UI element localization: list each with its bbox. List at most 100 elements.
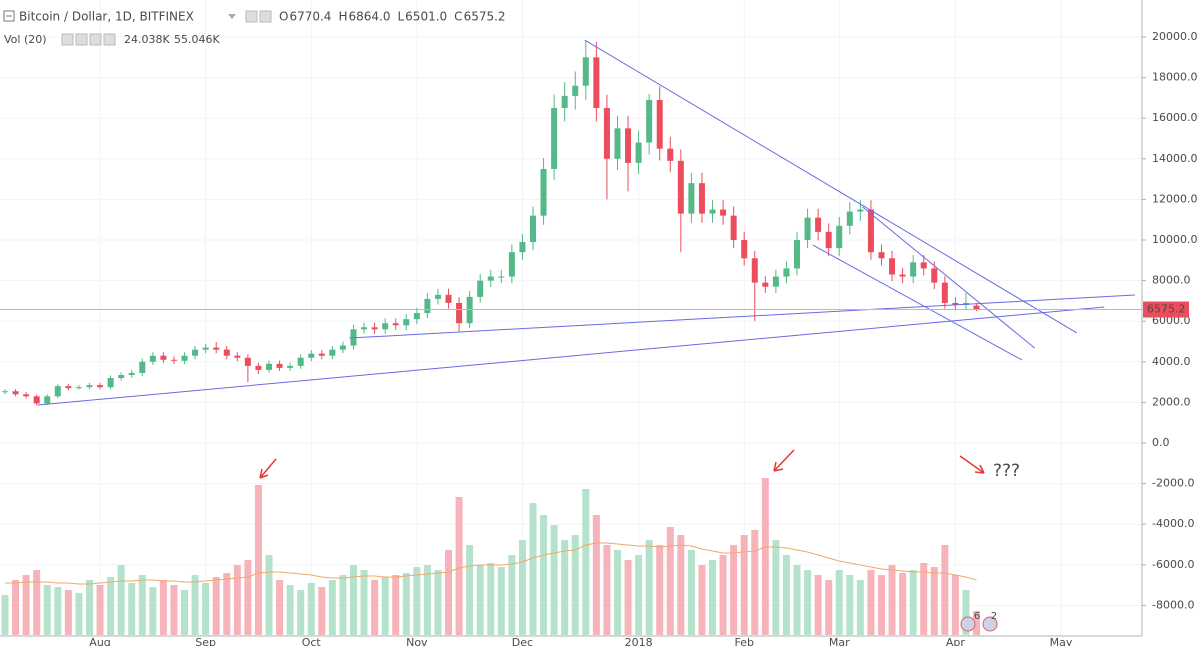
volume-bar [54, 587, 62, 635]
volume-bar [951, 575, 959, 635]
volume-bar [613, 550, 621, 635]
vol-icon[interactable] [61, 33, 74, 46]
volume-bar [709, 560, 717, 635]
badge-icon[interactable] [982, 616, 998, 632]
badge-icon[interactable] [960, 616, 976, 632]
y-tick-label: -2000.0 [1152, 477, 1194, 490]
candle-body [170, 359, 177, 361]
candle-body [920, 262, 927, 269]
volume-bar [159, 580, 167, 635]
candle-body [804, 217, 811, 241]
candle-body [783, 268, 790, 277]
collapse-icon[interactable] [3, 10, 15, 22]
volume-bar [751, 530, 759, 635]
volume-bar [85, 580, 93, 635]
y-tick-label: 12000.0 [1152, 192, 1198, 205]
x-tick-label: Aug [89, 636, 110, 646]
candle-body [551, 108, 558, 169]
volume-bar [328, 580, 336, 635]
volume-bar [508, 555, 516, 635]
vol-icon[interactable] [89, 33, 102, 46]
vol-icon[interactable] [103, 33, 116, 46]
volume-bar [476, 565, 484, 635]
volume-bar [867, 570, 875, 635]
ohlc-prefix: O [279, 10, 288, 24]
ohlc-prefix: L [397, 10, 404, 24]
volume-bar [941, 545, 949, 635]
volume-bar [487, 563, 495, 635]
candle-body [213, 347, 220, 350]
candle-body [572, 85, 579, 96]
volume-bar [371, 580, 379, 635]
volume-bar [920, 563, 928, 635]
volume-bar [413, 567, 421, 635]
volume-ma-line [5, 542, 977, 585]
candle-body [287, 365, 294, 368]
volume-bar [645, 540, 653, 635]
volume-pane [1, 478, 981, 635]
x-tick-label: 2018 [625, 636, 653, 646]
volume-bar [518, 540, 526, 635]
y-tick-label: -4000.0 [1152, 517, 1194, 530]
dropdown-icon[interactable] [228, 14, 236, 19]
volume-bar [22, 575, 30, 635]
last-volume: 24.038K [124, 33, 170, 46]
volume-bar [888, 565, 896, 635]
hide-icon[interactable] [259, 10, 272, 23]
x-tick-label: Feb [734, 636, 753, 646]
volume-bar [12, 580, 20, 635]
volume-bar [349, 565, 357, 635]
candle-body [276, 363, 283, 368]
volume-bar [244, 560, 252, 635]
candle-body [23, 394, 30, 397]
volume-bar [402, 573, 410, 635]
volume-bar [149, 587, 157, 635]
candle-body [403, 319, 410, 326]
candle-body [75, 387, 82, 389]
candle-body [223, 349, 230, 356]
volume-bar [265, 555, 273, 635]
volume-bar [497, 567, 505, 635]
candle-body [308, 353, 315, 358]
arrow [959, 455, 985, 474]
candle-body [456, 302, 463, 324]
volume-bar [434, 570, 442, 635]
x-tick-label: Sep [195, 636, 216, 646]
settings-icon[interactable] [245, 10, 258, 23]
ohlc-value: 6770.4 [289, 10, 331, 24]
volume-bar [75, 593, 83, 635]
y-tick-label: 8000.0 [1152, 274, 1191, 287]
candle-body [593, 57, 600, 109]
volume-bar [297, 590, 305, 635]
candle-body [33, 396, 40, 404]
candle-body [413, 313, 420, 320]
volume-bar [698, 565, 706, 635]
candle-body [857, 209, 864, 212]
candle-body [97, 385, 104, 388]
volume-bar [33, 570, 41, 635]
volume-bar [181, 590, 189, 635]
axes: 20000.0 18000.0 16000.0 14000.0 12000.0 10000… [89, 30, 1197, 646]
y-tick-label: 2000.0 [1152, 395, 1191, 408]
volume-bar [381, 577, 389, 635]
volume-bar [455, 497, 463, 635]
trendline [349, 294, 1135, 339]
volume-bar [825, 580, 833, 635]
y-tick-label: 0.0 [1152, 436, 1170, 449]
volume-bar [223, 573, 231, 635]
candle-body [614, 128, 621, 159]
y-tick-label: 20000.0 [1152, 30, 1198, 43]
volume-bar [392, 575, 400, 635]
candle-body [477, 280, 484, 297]
candle-body [836, 225, 843, 249]
volume-bar [423, 565, 431, 635]
candle-body [361, 327, 368, 330]
volume-bar [445, 550, 453, 635]
volume-bar [233, 565, 241, 635]
candle-body [899, 274, 906, 277]
last-volume-ma: 55.046K [174, 33, 220, 46]
volume-bar [117, 565, 125, 635]
vol-icon[interactable] [75, 33, 88, 46]
candle-body [772, 276, 779, 287]
candle-body [846, 211, 853, 226]
